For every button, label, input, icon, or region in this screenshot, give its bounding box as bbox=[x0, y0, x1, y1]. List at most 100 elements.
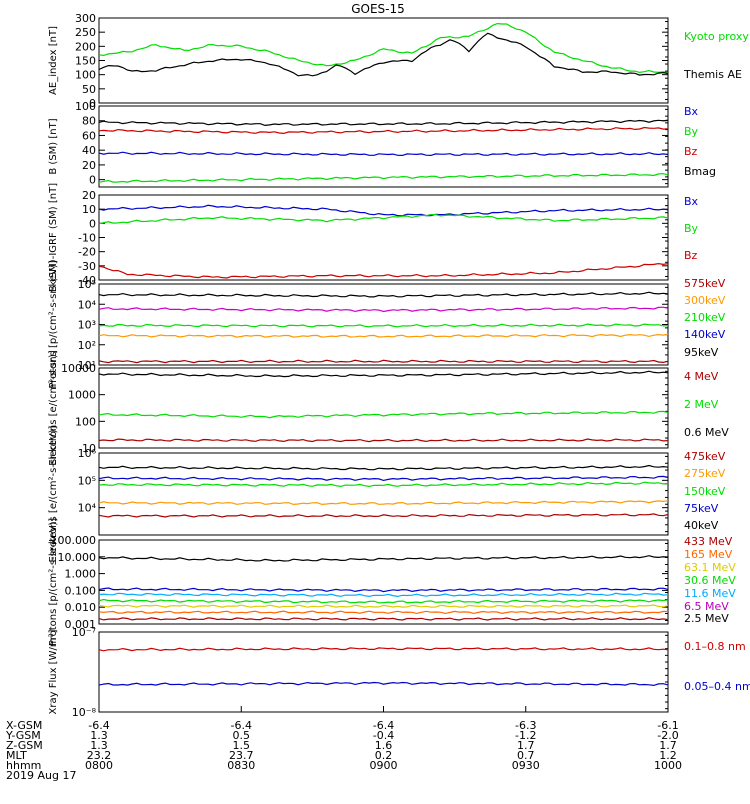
y-tick-label: 0 bbox=[89, 217, 96, 230]
y-tick-label: 10² bbox=[78, 339, 96, 352]
x-tick-label: 0930 bbox=[512, 759, 540, 772]
x-tick-label: -6.4 bbox=[373, 719, 394, 732]
panel-frame bbox=[98, 194, 669, 281]
y-tick-label: 200 bbox=[75, 40, 96, 53]
y-axis-label: Protons [p/(cm²-s-sr-keV)] bbox=[48, 518, 59, 646]
y-tick-label: 10⁴ bbox=[78, 502, 97, 515]
legend-entry: 0.05–0.4 nm bbox=[684, 680, 750, 693]
x-row-label: 2019 Aug 17 bbox=[6, 769, 76, 782]
y-tick-label: 10⁵ bbox=[78, 278, 96, 291]
series-line bbox=[98, 370, 669, 378]
x-tick-label: 1.7 bbox=[517, 739, 535, 752]
y-tick-label: -10 bbox=[78, 232, 96, 245]
legend-entry: Bx bbox=[684, 195, 699, 208]
legend-entry: 75keV bbox=[684, 502, 719, 515]
y-tick-label: 10³ bbox=[78, 319, 96, 332]
series-line bbox=[98, 592, 669, 598]
legend-entry: Themis AE bbox=[683, 68, 742, 81]
x-tick-label: 23.2 bbox=[87, 749, 112, 762]
x-tick-label: -6.3 bbox=[515, 719, 536, 732]
legend-entry: Bx bbox=[684, 105, 699, 118]
series-line bbox=[98, 214, 669, 225]
y-tick-label: 0 bbox=[89, 174, 96, 187]
x-tick-label: 0830 bbox=[227, 759, 255, 772]
series-line bbox=[98, 333, 669, 338]
x-tick-label: -6.4 bbox=[231, 719, 252, 732]
y-tick-label: 10⁵ bbox=[78, 474, 96, 487]
panel-frame bbox=[98, 105, 669, 188]
panel-frame bbox=[98, 367, 669, 449]
y-tick-label: 100 bbox=[75, 415, 96, 428]
y-axis-label: Xray Flux [W/m²] bbox=[48, 629, 59, 714]
series-line bbox=[98, 481, 669, 488]
panel-frame bbox=[98, 452, 669, 536]
series-line bbox=[98, 513, 669, 518]
x-tick-label: 23.7 bbox=[229, 749, 254, 762]
series-line bbox=[98, 291, 669, 298]
legend-entry: 40keV bbox=[684, 519, 719, 532]
y-tick-label: 40 bbox=[82, 144, 96, 157]
panel-5: 10⁴ 10⁵ 10⁶ Electrons [e/(cm²-s-sr-keV)] 475… bbox=[48, 425, 726, 562]
x-tick-label: 0900 bbox=[370, 759, 398, 772]
series-line bbox=[98, 22, 669, 74]
x-tick-label: -1.2 bbox=[515, 729, 536, 742]
legend-entry: 300keV bbox=[684, 294, 726, 307]
legend-entry: By bbox=[684, 125, 699, 138]
panel-6: 0.001 0.010 0.100 1.000 10.000 100.000Protons… bbox=[48, 518, 736, 646]
legend-entry: Kyoto proxy AE bbox=[684, 30, 750, 43]
y-tick-label: 50 bbox=[82, 83, 96, 96]
x-tick-label: 0.5 bbox=[233, 729, 251, 742]
series-line bbox=[98, 323, 669, 328]
legend-entry: 140keV bbox=[684, 328, 726, 341]
series-line bbox=[98, 681, 669, 687]
x-tick-label: 1.2 bbox=[659, 749, 677, 762]
series-line bbox=[98, 262, 669, 279]
y-tick-label: 100.000 bbox=[51, 534, 97, 547]
x-tick-label: -0.4 bbox=[373, 729, 394, 742]
y-tick-label: 10 bbox=[82, 203, 96, 216]
legend-entry: 4 MeV bbox=[684, 370, 719, 383]
legend-entry: 63.1 MeV bbox=[684, 561, 736, 574]
panel-frame bbox=[98, 539, 669, 625]
legend-entry: 6.5 MeV bbox=[684, 600, 729, 613]
x-tick-label: 1.6 bbox=[375, 739, 393, 752]
x-tick-label: 1.7 bbox=[659, 739, 677, 752]
series-line bbox=[98, 32, 669, 77]
y-tick-label: 100 bbox=[75, 100, 96, 113]
y-tick-label: 1000 bbox=[68, 389, 96, 402]
chart-title: GOES-15 bbox=[351, 2, 405, 16]
x-tick-label: 0800 bbox=[85, 759, 113, 772]
legend-entry: By bbox=[684, 222, 699, 235]
y-tick-label: 20 bbox=[82, 159, 96, 172]
legend-entry: 2.5 MeV bbox=[684, 612, 729, 625]
x-row-label: MLT bbox=[6, 749, 27, 762]
series-line bbox=[98, 598, 669, 604]
y-tick-label: 300 bbox=[75, 12, 96, 25]
y-tick-label: 80 bbox=[82, 115, 96, 128]
series-line bbox=[98, 604, 669, 608]
legend-entry: 475keV bbox=[684, 450, 726, 463]
legend-entry: 165 MeV bbox=[684, 548, 733, 561]
panel-frame bbox=[98, 631, 669, 713]
y-axis-label: Electrons [e/(cm²-s-sr)] bbox=[48, 350, 59, 466]
legend-entry: 433 MeV bbox=[684, 535, 733, 548]
series-line bbox=[98, 617, 669, 621]
y-tick-label: 0.010 bbox=[65, 601, 97, 614]
y-tick-label: -30 bbox=[78, 260, 96, 273]
y-axis-label: Electrons [e/(cm²-s-sr-keV)] bbox=[48, 425, 59, 562]
x-tick-label: 1.5 bbox=[233, 739, 251, 752]
legend-entry: 150keV bbox=[684, 485, 726, 498]
y-tick-label: 150 bbox=[75, 55, 96, 68]
series-line bbox=[98, 438, 669, 443]
series-line bbox=[98, 204, 669, 217]
legend-entry: 0.1–0.8 nm bbox=[684, 640, 746, 653]
legend-entry: Bz bbox=[684, 249, 698, 262]
y-tick-label: 10¹ bbox=[78, 359, 96, 372]
y-tick-label: -40 bbox=[78, 274, 96, 287]
x-row-label: Y-GSM bbox=[5, 729, 41, 742]
